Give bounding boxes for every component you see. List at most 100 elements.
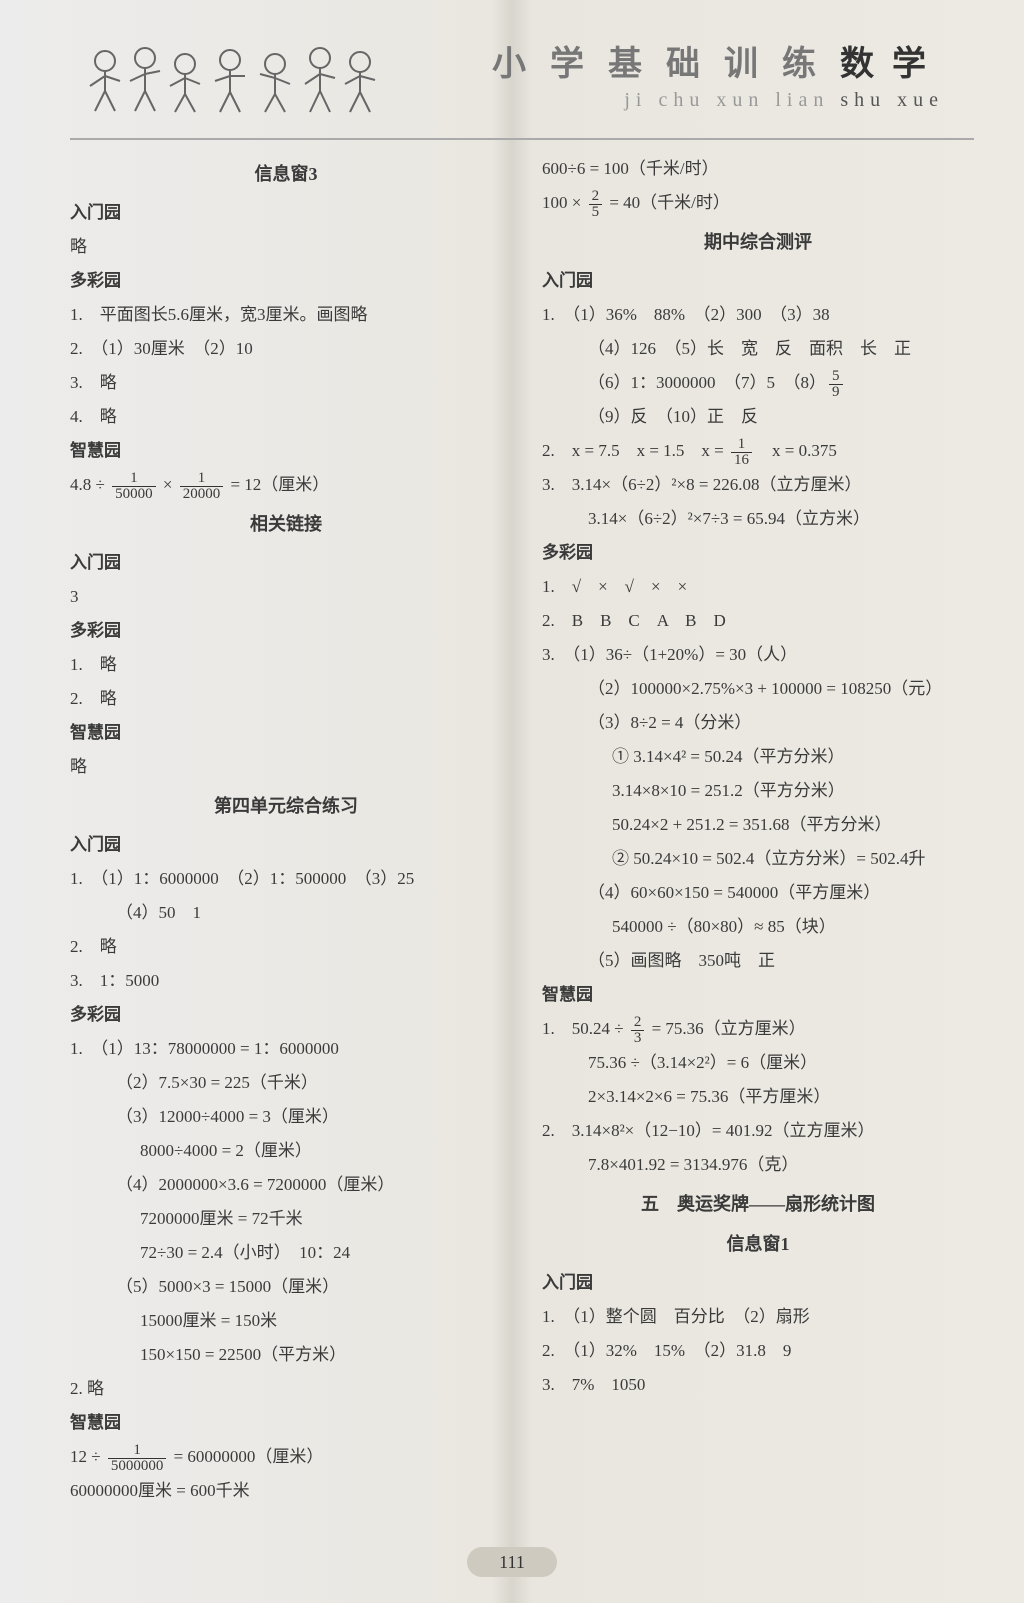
numerator: 1 xyxy=(731,437,752,453)
text-part: × xyxy=(159,475,177,494)
text-line: 600÷6 = 100（千米/时） xyxy=(542,152,974,186)
text-line: 4.8 ÷ 150000 × 120000 = 12（厘米） xyxy=(70,468,502,502)
numerator: 5 xyxy=(829,369,843,385)
subheading: 入门园 xyxy=(70,546,502,580)
denominator: 16 xyxy=(731,453,752,468)
subheading: 多彩园 xyxy=(542,536,974,570)
text-line: 2. 略 xyxy=(70,682,502,716)
right-column: 600÷6 = 100（千米/时） 100 × 25 = 40（千米/时） 期中… xyxy=(532,152,974,1532)
text-line: 2. 略 xyxy=(70,1372,502,1406)
pinyin-dark: shu xue xyxy=(840,89,944,111)
text-line: 1. 50.24 ÷ 23 = 75.36（立方厘米） xyxy=(542,1012,974,1046)
text-line: 1. （1）1：6000000 （2）1：500000 （3）25 xyxy=(70,862,502,896)
text-part: 2. x = 7.5 x = 1.5 x = xyxy=(542,441,728,460)
text-part: = 60000000（厘米） xyxy=(169,1447,323,1466)
fraction: 120000 xyxy=(180,471,224,502)
text-line: 3. （1）36÷（1+20%）= 30（人） xyxy=(542,638,974,672)
text-line: 8000÷4000 = 2（厘米） xyxy=(70,1134,502,1168)
numerator: 1 xyxy=(108,1443,167,1459)
fraction: 116 xyxy=(731,437,752,468)
text-line: 3 xyxy=(70,580,502,614)
subheading: 入门园 xyxy=(70,196,502,230)
page: 小学基础训练数学 ji chu xun lian shu xue 信息窗3 入门… xyxy=(0,0,1024,1603)
section-title: 五 奥运奖牌——扇形统计图 xyxy=(542,1186,974,1222)
subheading: 入门园 xyxy=(542,264,974,298)
text-line: 7200000厘米 = 72千米 xyxy=(70,1202,502,1236)
section-title: 信息窗3 xyxy=(70,156,502,192)
text-line: （3）12000÷4000 = 3（厘米） xyxy=(70,1100,502,1134)
numerator: 1 xyxy=(112,471,156,487)
title-light: 小学基础训练 xyxy=(492,46,840,83)
children-illustration xyxy=(80,36,380,116)
text-part: 1. 50.24 ÷ xyxy=(542,1019,628,1038)
text-line: （4）50 1 xyxy=(70,896,502,930)
text-line: 150×150 = 22500（平方米） xyxy=(70,1338,502,1372)
numerator: 2 xyxy=(631,1015,645,1031)
text-line: 75.36 ÷（3.14×2²）= 6（厘米） xyxy=(542,1046,974,1080)
text-line: 2. x = 7.5 x = 1.5 x = 116 x = 0.375 xyxy=(542,434,974,468)
header-title-block: 小学基础训练数学 ji chu xun lian shu xue xyxy=(492,36,944,112)
text-line: 2. （1）32% 15% （2）31.8 9 xyxy=(542,1334,974,1368)
subheading: 智慧园 xyxy=(70,716,502,750)
subheading: 多彩园 xyxy=(70,614,502,648)
section-subtitle: 信息窗1 xyxy=(542,1226,974,1262)
text-line: 1. 略 xyxy=(70,648,502,682)
subheading: 智慧园 xyxy=(542,978,974,1012)
text-line: （9）反 （10）正 反 xyxy=(542,400,974,434)
subheading: 入门园 xyxy=(70,828,502,862)
text-line: 100 × 25 = 40（千米/时） xyxy=(542,186,974,220)
fraction: 23 xyxy=(631,1015,645,1046)
text-line: （4）126 （5）长 宽 反 面积 长 正 xyxy=(542,332,974,366)
text-line: （4）2000000×3.6 = 7200000（厘米） xyxy=(70,1168,502,1202)
text-line: 15000厘米 = 150米 xyxy=(70,1304,502,1338)
text-line: 50.24×2 + 251.2 = 351.68（平方分米） xyxy=(542,808,974,842)
text-line: 3.14×8×10 = 251.2（平方分米） xyxy=(542,774,974,808)
numerator: 2 xyxy=(589,189,603,205)
text-line: 1. （1）整个圆 百分比 （2）扇形 xyxy=(542,1300,974,1334)
text-line: 2. B B C A B D xyxy=(542,604,974,638)
text-line: 2. 略 xyxy=(70,930,502,964)
fraction: 15000000 xyxy=(108,1443,167,1474)
text-line: 3.14×（6÷2）²×7÷3 = 65.94（立方米） xyxy=(542,502,974,536)
text-line: 2. （1）30厘米 （2）10 xyxy=(70,332,502,366)
title-main: 小学基础训练数学 xyxy=(492,36,944,85)
title-bold: 数学 xyxy=(840,46,944,83)
fraction: 150000 xyxy=(112,471,156,502)
text-line: 略 xyxy=(70,750,502,784)
denominator: 3 xyxy=(631,1031,645,1046)
denominator: 50000 xyxy=(112,487,156,502)
header-illustration xyxy=(80,36,380,116)
content-columns: 信息窗3 入门园 略 多彩园 1. 平面图长5.6厘米，宽3厘米。画图略 2. … xyxy=(70,152,974,1532)
text-line: 1. 平面图长5.6厘米，宽3厘米。画图略 xyxy=(70,298,502,332)
numerator: 1 xyxy=(180,471,224,487)
page-header: 小学基础训练数学 ji chu xun lian shu xue xyxy=(70,30,974,140)
text-line: 7.8×401.92 = 3134.976（克） xyxy=(542,1148,974,1182)
section-title: 期中综合测评 xyxy=(542,224,974,260)
text-line: 2×3.14×2×6 = 75.36（平方厘米） xyxy=(542,1080,974,1114)
text-line: 1. √ × √ × × xyxy=(542,570,974,604)
text-part: 4.8 ÷ xyxy=(70,475,109,494)
text-part: = 12（厘米） xyxy=(226,475,329,494)
text-part: = 75.36（立方厘米） xyxy=(647,1019,805,1038)
text-line: （3）8÷2 = 4（分米） xyxy=(542,706,974,740)
subheading: 多彩园 xyxy=(70,998,502,1032)
denominator: 5 xyxy=(589,205,603,220)
text-line: ② 50.24×10 = 502.4（立方分米）= 502.4升 xyxy=(542,842,974,876)
text-line: （5）5000×3 = 15000（厘米） xyxy=(70,1270,502,1304)
text-part: （6）1：3000000 （7）5 （8） xyxy=(588,373,826,392)
text-line: （2）100000×2.75%×3 + 100000 = 108250（元） xyxy=(542,672,974,706)
text-line: 72÷30 = 2.4（小时） 10：24 xyxy=(70,1236,502,1270)
text-line: 540000 ÷（80×80）≈ 85（块） xyxy=(542,910,974,944)
section-title: 相关链接 xyxy=(70,506,502,542)
text-line: 2. 3.14×8²×（12−10）= 401.92（立方厘米） xyxy=(542,1114,974,1148)
pinyin-light: ji chu xun lian xyxy=(624,89,829,111)
subheading: 智慧园 xyxy=(70,434,502,468)
text-line: 60000000厘米 = 600千米 xyxy=(70,1474,502,1508)
subheading: 多彩园 xyxy=(70,264,502,298)
text-line: 3. 7% 1050 xyxy=(542,1368,974,1402)
subheading: 智慧园 xyxy=(70,1406,502,1440)
text-line: 4. 略 xyxy=(70,400,502,434)
text-part: 100 × xyxy=(542,193,586,212)
text-line: 3. 3.14×（6÷2）²×8 = 226.08（立方厘米） xyxy=(542,468,974,502)
text-part: = 40（千米/时） xyxy=(605,193,730,212)
